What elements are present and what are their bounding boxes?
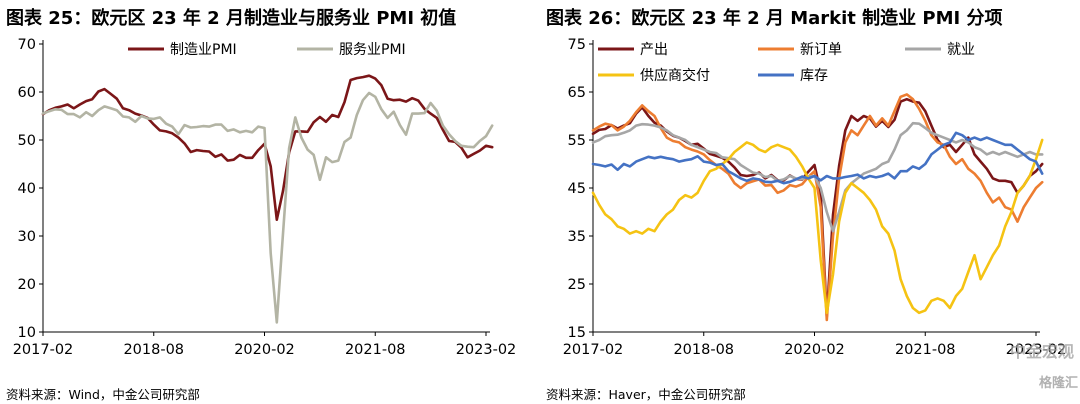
y-tick-label: 50 xyxy=(18,133,36,149)
x-tick-label: 2017-02 xyxy=(563,342,624,358)
y-tick-label: 25 xyxy=(568,277,586,293)
x-tick-label: 2018-08 xyxy=(123,342,184,358)
x-tick-label: 2020-02 xyxy=(234,342,295,358)
watermark-text: 中金宏观 xyxy=(1009,342,1074,361)
legend-label: 就业 xyxy=(947,42,975,58)
y-tick-label: 30 xyxy=(18,229,36,245)
chart-title: 图表 26：欧元区 23 年 2 月 Markit 制造业 PMI 分项 xyxy=(546,8,1003,29)
chart-source: 资料来源：Wind，中金公司研究部 xyxy=(6,387,200,402)
chart-source: 资料来源：Haver，中金公司研究部 xyxy=(546,387,746,402)
y-tick-label: 20 xyxy=(18,277,36,293)
x-tick-label: 2017-02 xyxy=(13,342,74,358)
x-tick-label: 2021-08 xyxy=(895,342,956,358)
legend-label: 制造业PMI xyxy=(170,42,237,58)
y-tick-label: 10 xyxy=(18,325,36,341)
y-tick-label: 35 xyxy=(568,229,586,245)
y-tick-label: 45 xyxy=(568,181,586,197)
series-line xyxy=(591,97,1044,318)
x-tick-label: 2018-08 xyxy=(673,342,734,358)
x-tick-label: 2020-02 xyxy=(784,342,845,358)
y-tick-label: 55 xyxy=(568,133,586,149)
series-line xyxy=(41,74,494,221)
chart-panel-left: 图表 25：欧元区 23 年 2 月制造业与服务业 PMI 初值 10 20 30 4… xyxy=(6,8,517,402)
pmi-line-chart: 10 20 30 40 50 60 70 2017-02 2018-08 2020-02 2021-… xyxy=(13,37,517,358)
series-line xyxy=(41,91,494,324)
chart-title: 图表 25：欧元区 23 年 2 月制造业与服务业 PMI 初值 xyxy=(6,8,457,29)
y-tick-label: 15 xyxy=(568,325,586,341)
legend-label: 产出 xyxy=(640,42,668,58)
x-tick-label: 2023-02 xyxy=(1006,342,1067,358)
y-tick-label: 60 xyxy=(18,85,36,101)
legend-label: 供应商交付 xyxy=(640,67,710,84)
series-line xyxy=(591,121,1044,233)
y-tick-label: 75 xyxy=(568,37,586,53)
series-line xyxy=(591,138,1044,315)
x-tick-label: 2023-02 xyxy=(456,342,517,358)
pmi-components-line-chart: 15 25 35 45 55 65 75 2017-02 2018-08 2020-02 2021-… xyxy=(563,37,1067,358)
legend-label: 新订单 xyxy=(800,42,842,58)
series-line xyxy=(591,93,1044,322)
x-tick-label: 2021-08 xyxy=(345,342,406,358)
series-line xyxy=(591,131,1044,185)
legend-label: 库存 xyxy=(800,68,828,84)
y-tick-label: 40 xyxy=(18,181,36,197)
watermark-logo: 格隆汇 xyxy=(1038,376,1078,391)
y-tick-label: 70 xyxy=(18,37,36,53)
legend-label: 服务业PMI xyxy=(339,42,406,58)
chart-panel-right: 图表 26：欧元区 23 年 2 月 Markit 制造业 PMI 分项 15 2… xyxy=(540,0,1080,404)
y-tick-label: 65 xyxy=(568,85,586,101)
